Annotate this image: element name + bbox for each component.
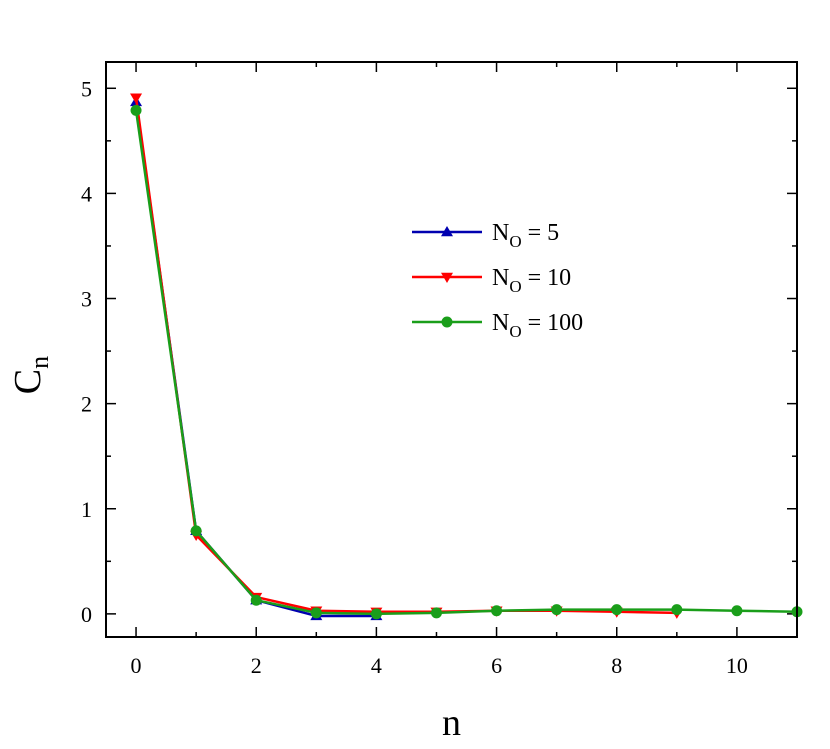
y-axis-title-main: C — [7, 369, 49, 394]
data-point — [130, 93, 143, 104]
legend-label-suffix: = 100 — [522, 310, 584, 336]
data-point — [250, 594, 262, 606]
x-tick-label: 0 — [131, 653, 142, 678]
legend-label-main: N — [492, 310, 509, 336]
x-tick-label: 8 — [611, 653, 622, 678]
legend-marker — [441, 316, 453, 328]
legend-label-subscript: O — [509, 322, 521, 341]
legend-marker — [441, 226, 453, 237]
legend-label-main: N — [492, 220, 509, 246]
legend-item: NO = 10 — [412, 265, 571, 296]
plot-series — [130, 93, 803, 621]
series-line — [134, 110, 798, 616]
x-tick-label: 10 — [726, 653, 748, 678]
series-1 — [130, 93, 683, 619]
legend-label: NO = 5 — [492, 220, 559, 251]
data-point — [130, 104, 142, 116]
data-point — [310, 607, 322, 619]
y-axis-title: Cn — [7, 356, 54, 394]
legend-label-suffix: = 10 — [522, 265, 572, 291]
data-point — [430, 607, 442, 619]
y-tick-label: 3 — [81, 287, 92, 312]
series-2 — [130, 104, 803, 620]
data-point — [671, 604, 683, 616]
legend-label-subscript: O — [509, 232, 521, 251]
y-tick-label: 5 — [81, 76, 92, 101]
legend-label-suffix: = 5 — [522, 220, 560, 246]
y-tick-label: 2 — [81, 392, 92, 417]
legend-label: NO = 100 — [492, 310, 583, 341]
x-tick-label: 2 — [251, 653, 262, 678]
y-tick-label: 0 — [81, 602, 92, 627]
tick-labels: 0 2 4 6 8 10 0 1 2 3 4 5 — [81, 76, 748, 678]
data-point — [611, 604, 623, 616]
legend-marker — [441, 272, 453, 283]
data-point — [731, 605, 743, 617]
y-tick-label: 1 — [81, 497, 92, 522]
x-axis-title: n — [442, 702, 461, 744]
legend-label-main: N — [492, 265, 509, 291]
data-point — [551, 604, 563, 616]
y-tick-label: 4 — [81, 181, 92, 206]
legend-label: NO = 10 — [492, 265, 571, 296]
y-axis-title-subscript: n — [25, 356, 54, 369]
legend-item: NO = 5 — [412, 220, 559, 251]
series-0 — [130, 95, 383, 621]
data-point — [491, 605, 503, 617]
data-point — [370, 608, 382, 620]
x-tick-label: 4 — [371, 653, 382, 678]
data-point — [190, 525, 202, 537]
series-line — [134, 97, 677, 615]
legend-item: NO = 100 — [412, 310, 583, 341]
plot-frame — [105, 61, 798, 638]
legend-label-subscript: O — [509, 277, 521, 296]
x-tick-label: 6 — [491, 653, 502, 678]
